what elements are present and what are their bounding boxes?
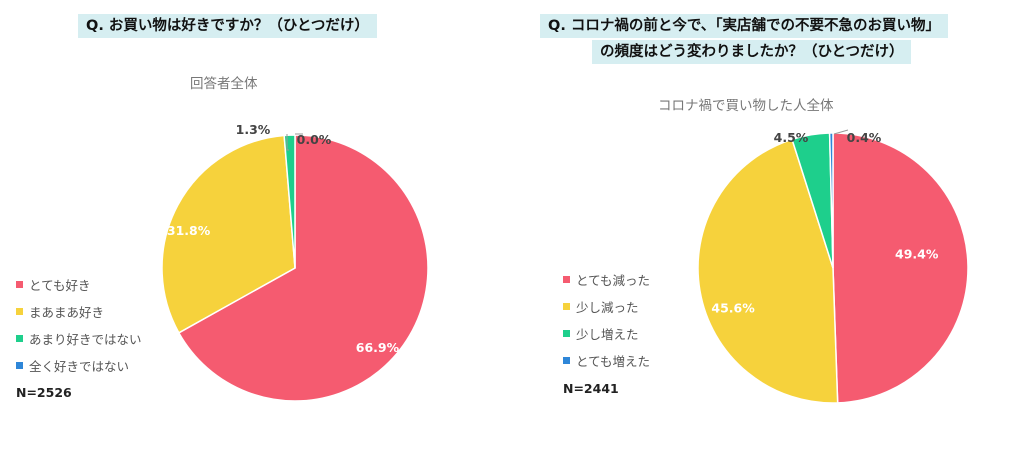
legend-label: あまり好きではない: [29, 332, 142, 347]
question-title-right-line2: の頻度はどう変わりましたか？（ひとつだけ）: [592, 40, 912, 64]
legend-label: まあまあ好き: [29, 305, 105, 320]
legend-label: とても増えた: [576, 354, 651, 369]
data-label-left-3: 0.0%: [297, 132, 332, 147]
legend-swatch: [16, 362, 23, 369]
legend-left: とても好きまあまあ好きあまり好きではない 全く好きではない: [16, 275, 166, 375]
legend-label: とても減った: [576, 273, 651, 288]
data-label-right-2: 4.5%: [774, 130, 809, 145]
data-label-right-0: 49.4%: [895, 247, 939, 262]
chart-panel-right: Q. コロナ禍の前と今で、「実店舗での不要不急のお買い物」 の頻度はどう変わりま…: [512, 0, 1024, 472]
legend-label: 少し減った: [576, 300, 639, 315]
question-title-left: Q. お買い物は好きですか？（ひとつだけ）: [78, 14, 377, 38]
chart-subtitle-right: コロナ禍で買い物した人全体: [658, 98, 834, 114]
data-label-left-2: 1.3%: [236, 122, 271, 137]
legend-item-right-2: 少し増えた: [563, 324, 639, 343]
pie-chart-left: 66.9% 31.8% 1.3% 0.0%: [161, 122, 429, 402]
pie-slice-right-0: [832, 132, 969, 404]
legend-swatch: [16, 281, 23, 288]
pie-slice-left-0: [177, 134, 429, 402]
legend-swatch: [563, 303, 570, 310]
legend-item-left-2: あまり好きではない: [16, 329, 142, 348]
legend-item-left-3: 全く好きではない: [16, 356, 129, 375]
leader-line-right-3: [833, 129, 849, 135]
legend-swatch: [563, 357, 570, 364]
leader-line-left-2: [286, 134, 289, 151]
chart-subtitle-left: 回答者全体: [190, 76, 258, 92]
legend-swatch: [16, 335, 23, 342]
legend-label: 少し増えた: [576, 327, 639, 342]
legend-label: とても好き: [29, 278, 91, 293]
pie-slice-right-3: [828, 132, 834, 269]
data-label-left-1: 31.8%: [167, 223, 211, 238]
chart-panel-left: Q. お買い物は好きですか？（ひとつだけ） 回答者全体 66.9% 31.8% 1.…: [16, 14, 429, 402]
n-label-left: N=2526: [16, 385, 72, 400]
legend-swatch: [563, 276, 570, 283]
pie-chart-right: 49.4% 45.6% 4.5% 0.4%: [697, 129, 969, 404]
legend-item-right-3: とても増えた: [563, 351, 650, 370]
data-label-left-0: 66.9%: [356, 340, 400, 355]
legend-item-left-1: まあまあ好き: [16, 302, 104, 321]
n-label-right: N=2441: [563, 381, 619, 396]
question-title-right-line1: Q. コロナ禍の前と今で、「実店舗での不要不急のお買い物」: [540, 14, 949, 38]
data-label-right-1: 45.6%: [711, 301, 755, 316]
pie-slice-left-1: [161, 134, 296, 334]
legend-item-right-1: 少し減った: [563, 297, 639, 316]
legend-item-left-0: とても好き: [16, 275, 91, 294]
legend-swatch: [16, 308, 23, 315]
pie-slice-left-2: [283, 134, 296, 269]
legend-swatch: [563, 330, 570, 337]
pie-slice-right-1: [697, 138, 839, 404]
data-label-right-3: 0.4%: [847, 130, 882, 145]
legend-right: とても減った 少し減った少し増えたとても増えた: [563, 270, 703, 370]
legend-label: 全く好きではない: [29, 359, 130, 374]
legend-item-right-0: とても減った: [563, 270, 650, 289]
